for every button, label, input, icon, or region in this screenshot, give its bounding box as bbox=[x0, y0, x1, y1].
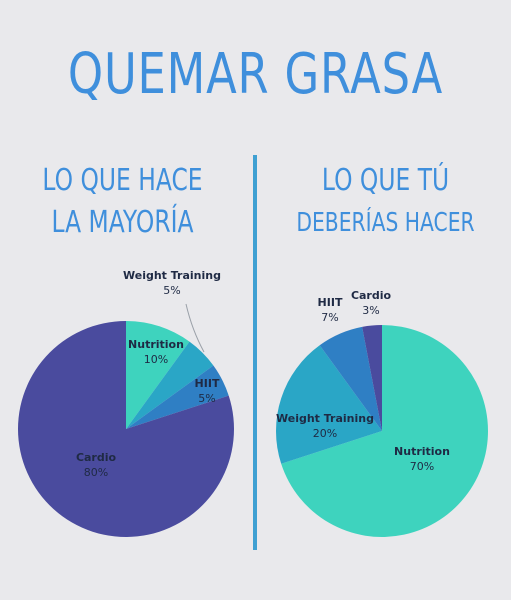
center-divider bbox=[253, 155, 257, 550]
pie-1-label-hiit: HIIT bbox=[318, 296, 343, 309]
right-heading-line2: DEBERÍAS HACER bbox=[296, 208, 475, 238]
pie-0-slice-nutrition bbox=[126, 321, 190, 429]
pie-0-label-nutrition: Nutrition bbox=[128, 338, 184, 351]
pie-1-value-weight-training: 20% bbox=[313, 427, 337, 440]
right-heading-line1: LO QUE TÚ bbox=[321, 163, 450, 198]
left-heading: LO QUE HACE LA MAYORÍA bbox=[27, 160, 218, 244]
pie-1-slice-cardio bbox=[362, 325, 382, 431]
page-title: QUEMAR GRASA bbox=[67, 42, 444, 107]
pie-0-value-cardio: 80% bbox=[84, 466, 108, 479]
pie-0-value-hiit: 5% bbox=[198, 392, 215, 405]
pie-0-slice-hiit bbox=[126, 365, 229, 429]
pie-0-value-weight-training: 5% bbox=[163, 284, 180, 297]
pie-1-value-nutrition: 70% bbox=[410, 460, 434, 473]
pie-1-slice-hiit bbox=[319, 326, 382, 431]
pie-1-label-weight-training: Weight Training bbox=[276, 412, 374, 425]
pie-chart-left: Nutrition 10% Weight Training 5% HIIT 5% Cardi… bbox=[18, 269, 235, 537]
pie-0-label-cardio: Cardio bbox=[76, 451, 117, 464]
pie-1-slice-weight-training bbox=[276, 345, 382, 464]
leader-line-weight-training bbox=[185, 303, 205, 353]
left-heading-line1: LO QUE HACE bbox=[42, 163, 203, 198]
pie-1-value-hiit: 7% bbox=[321, 311, 338, 324]
pie-0-label-hiit: HIIT bbox=[195, 377, 220, 390]
pie-1-value-cardio: 3% bbox=[362, 304, 379, 317]
pie-1-slice-nutrition bbox=[281, 325, 488, 537]
pie-0-slice-weight-training bbox=[126, 341, 214, 429]
pie-1-label-cardio: Cardio bbox=[351, 289, 392, 302]
pie-1-label-nutrition: Nutrition bbox=[394, 445, 450, 458]
pie-0-value-nutrition: 10% bbox=[144, 353, 168, 366]
pie-0-label-weight-training: Weight Training bbox=[123, 269, 221, 282]
left-heading-line2: LA MAYORÍA bbox=[51, 205, 194, 240]
right-heading: LO QUE TÚ DEBERÍAS HACER bbox=[288, 160, 484, 244]
pie-0-slice-cardio bbox=[18, 321, 235, 537]
